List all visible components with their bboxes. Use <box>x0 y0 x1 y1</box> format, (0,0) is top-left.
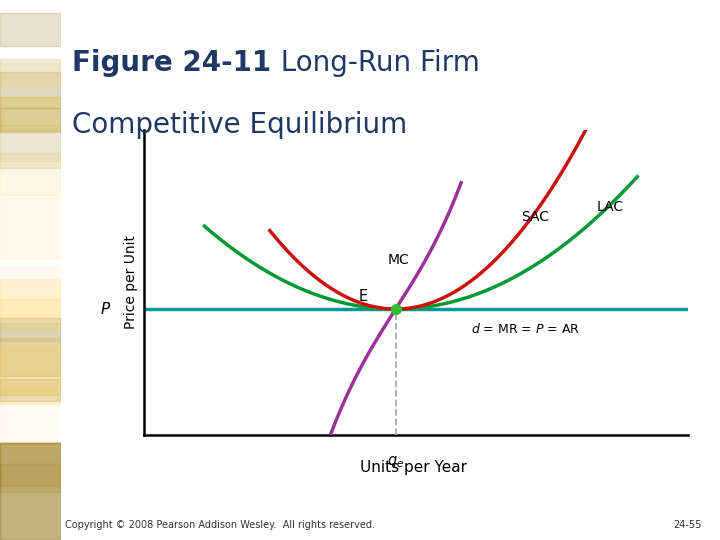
Text: Units per Year: Units per Year <box>361 460 467 475</box>
Bar <box>0 137 61 162</box>
Y-axis label: Price per Unit: Price per Unit <box>125 235 138 329</box>
Text: Long-Run Firm: Long-Run Firm <box>263 49 480 77</box>
Bar <box>0 411 61 477</box>
Bar <box>0 0 61 32</box>
Text: Figure 24-11: Figure 24-11 <box>72 49 271 77</box>
Text: Copyright © 2008 Pearson Addison Wesley.  All rights reserved.: Copyright © 2008 Pearson Addison Wesley.… <box>65 520 375 530</box>
Text: Competitive Equilibrium: Competitive Equilibrium <box>72 111 408 139</box>
Text: SAC: SAC <box>521 210 549 224</box>
Bar <box>0 65 61 117</box>
Bar <box>0 252 61 271</box>
Bar <box>0 443 61 540</box>
Bar <box>0 105 61 137</box>
Text: MC: MC <box>388 253 410 267</box>
Text: 24-55: 24-55 <box>674 520 702 530</box>
Bar <box>0 211 61 245</box>
Bar <box>0 78 61 119</box>
Bar <box>0 249 61 274</box>
Bar <box>0 0 61 27</box>
Bar <box>0 102 61 161</box>
Text: $P$: $P$ <box>100 301 112 317</box>
Bar <box>0 75 61 126</box>
Bar <box>0 493 61 518</box>
Bar <box>0 91 61 149</box>
Bar <box>0 0 61 20</box>
Text: E: E <box>359 289 368 303</box>
Bar <box>0 357 61 410</box>
Bar <box>0 285 61 307</box>
Bar <box>0 393 61 422</box>
Text: LAC: LAC <box>597 200 624 214</box>
Bar <box>0 0 61 52</box>
Text: $q_e$: $q_e$ <box>387 455 404 470</box>
Bar <box>0 67 61 114</box>
Text: $d$ = MR = $P$ = AR: $d$ = MR = $P$ = AR <box>471 322 580 336</box>
